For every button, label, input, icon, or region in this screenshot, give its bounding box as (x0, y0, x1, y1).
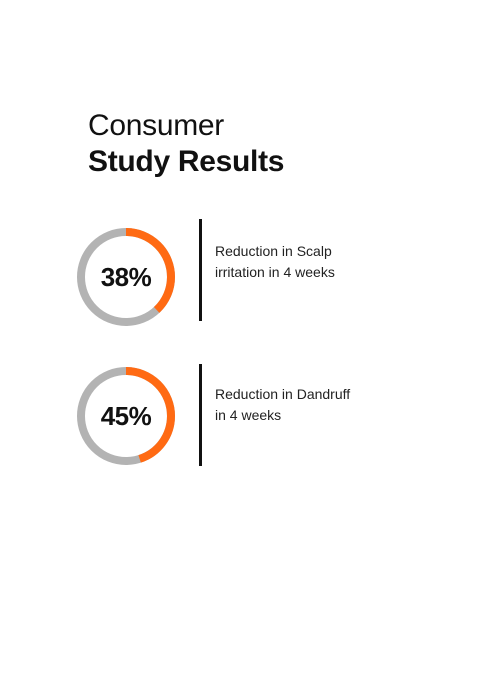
vertical-divider (199, 364, 202, 466)
stat-description-line: Reduction in Scalp (215, 243, 332, 259)
stat-description-line: in 4 weeks (215, 407, 282, 423)
stat-scalp-irritation: 38% Reduction in Scalp irritation in 4 w… (74, 219, 414, 329)
progress-ring-graphic (77, 228, 175, 326)
stat-percentage: 38% (100, 262, 152, 292)
progress-ring-scalp: 38% (74, 225, 178, 329)
progress-ring-graphic (77, 367, 175, 465)
stat-description: Reduction in Dandruff in 4 weeks (215, 384, 405, 426)
progress-ring-fill (77, 367, 175, 465)
page-title: Consumer Study Results (88, 108, 284, 180)
vertical-divider (199, 219, 202, 321)
stat-dandruff: 45% Reduction in Dandruff in 4 weeks (74, 364, 414, 468)
stat-description-line: irritation in 4 weeks (215, 264, 335, 280)
title-line-study-results: Study Results (88, 145, 285, 178)
stat-description-line: Reduction in Dandruff (215, 386, 351, 402)
progress-ring-fill (77, 228, 175, 326)
title-line-consumer: Consumer (88, 109, 224, 142)
stat-percentage: 45% (100, 401, 152, 431)
progress-ring-dandruff: 45% (74, 364, 178, 468)
stat-description: Reduction in Scalp irritation in 4 weeks (215, 241, 405, 283)
